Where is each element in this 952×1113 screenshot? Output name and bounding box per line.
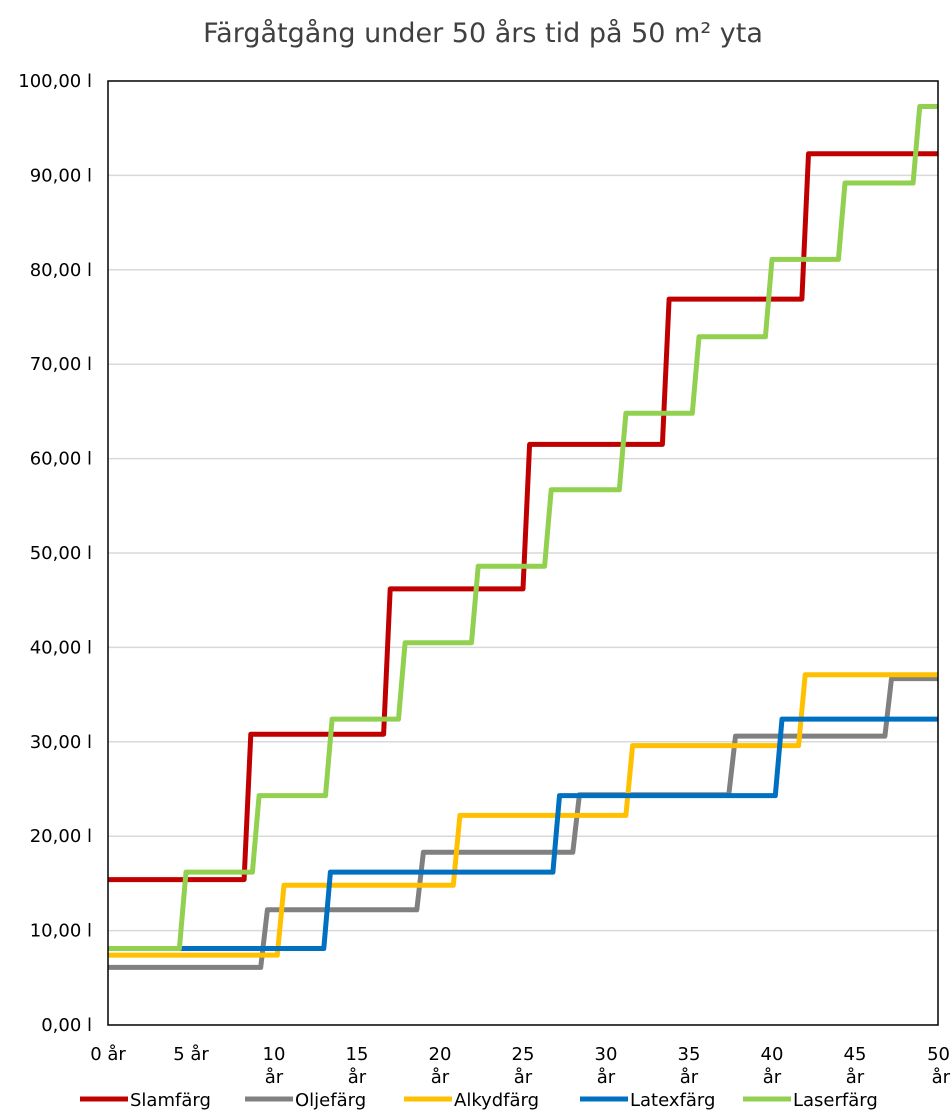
series-line-1 — [108, 151, 938, 883]
y-tick-label: 70,00 l — [30, 354, 92, 375]
x-tick-label: 5 år — [173, 1044, 209, 1065]
y-tick-label: 60,00 l — [30, 449, 92, 470]
x-tick-label: 50 år — [927, 1044, 950, 1088]
y-tick-label: 100,00 l — [18, 71, 92, 92]
x-tick-label-line: 40 — [761, 1044, 784, 1065]
y-tick-label: 90,00 l — [30, 165, 92, 186]
legend-label: Alkydfärg — [454, 1090, 539, 1111]
x-tick-label: 45 år — [844, 1044, 867, 1088]
series-line-3 — [108, 672, 938, 958]
legend-label: Laserfärg — [793, 1090, 878, 1111]
x-tick-label-line: 30 — [595, 1044, 618, 1065]
x-tick-label-line: 15 — [346, 1044, 369, 1065]
x-tick-label-line: år — [348, 1067, 367, 1088]
y-tick-label: 10,00 l — [30, 921, 92, 942]
x-tick-label-line: år — [597, 1067, 616, 1088]
chart-title: Färgåtgång under 50 års tid på 50 m² yta — [203, 18, 763, 49]
x-tick-label-line: 35 — [678, 1044, 701, 1065]
x-tick-label-line: år — [514, 1067, 533, 1088]
y-axis-ticks: 0,00 l 10,00 l 20,00 l 30,00 l 40,00 l 50,00 … — [18, 71, 92, 1036]
x-tick-label: 15 år — [346, 1044, 369, 1088]
x-tick-label-line: år — [431, 1067, 450, 1088]
series-line-2 — [108, 676, 938, 970]
y-tick-label: 20,00 l — [30, 826, 92, 847]
legend: Slamfärg Oljefärg Alkydfärg Latexfärg Laserf… — [80, 1090, 878, 1111]
x-tick-label-line: år — [680, 1067, 699, 1088]
series-lines — [108, 104, 938, 970]
series-line-5 — [108, 104, 938, 951]
legend-label: Slamfärg — [130, 1090, 211, 1111]
x-tick-label: 35 år — [678, 1044, 701, 1088]
x-tick-label-line: år — [265, 1067, 284, 1088]
y-tick-label: 50,00 l — [30, 543, 92, 564]
plot-frame — [107, 80, 939, 1026]
y-tick-label: 40,00 l — [30, 637, 92, 658]
x-tick-label-line: 50 — [927, 1044, 950, 1065]
x-tick-label: 40 år — [761, 1044, 784, 1088]
x-tick-label-line: år — [932, 1067, 951, 1088]
x-tick-label: 10 år — [263, 1044, 286, 1088]
x-tick-label-line: 25 — [512, 1044, 535, 1065]
legend-label: Latexfärg — [630, 1090, 715, 1111]
x-tick-label-line: 10 — [263, 1044, 286, 1065]
x-tick-label: 20 år — [429, 1044, 452, 1088]
x-tick-label: 30 år — [595, 1044, 618, 1088]
x-tick-label-line: 45 — [844, 1044, 867, 1065]
legend-label: Oljefärg — [295, 1090, 366, 1111]
y-tick-label: 80,00 l — [30, 260, 92, 281]
x-tick-label-line: år — [763, 1067, 782, 1088]
series-line-4 — [108, 716, 938, 951]
x-tick-label: 25 år — [512, 1044, 535, 1088]
x-tick-label-line: 20 — [429, 1044, 452, 1065]
y-tick-label: 0,00 l — [41, 1015, 92, 1036]
y-tick-label: 30,00 l — [30, 732, 92, 753]
x-tick-label-line: år — [846, 1067, 865, 1088]
x-tick-label-line: 0 år — [90, 1044, 126, 1065]
x-tick-label-line: 5 år — [173, 1044, 209, 1065]
x-tick-label: 0 år — [90, 1044, 126, 1065]
